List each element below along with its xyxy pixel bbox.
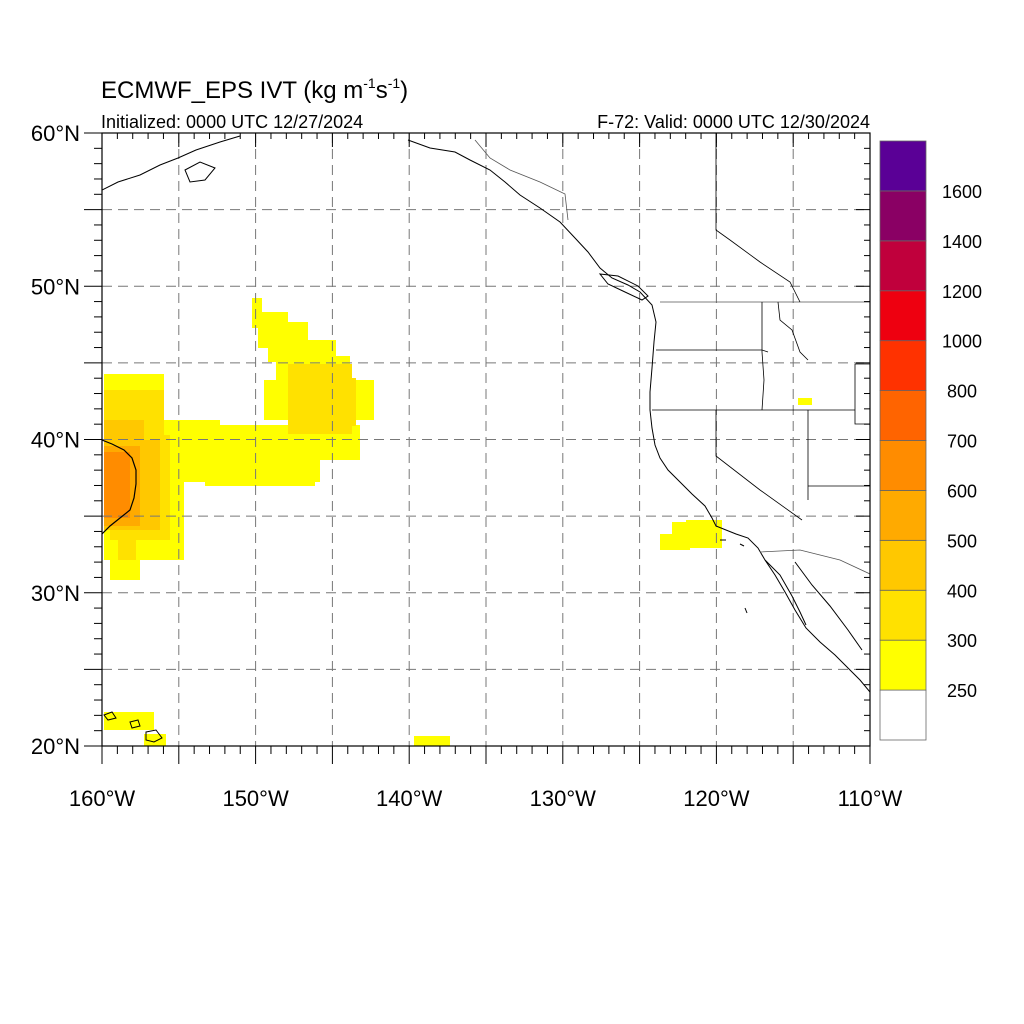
valid-time-label: F-72: Valid: 0000 UTC 12/30/2024 [597,112,870,132]
colorbar-label: 700 [947,432,977,452]
ivt-cell [118,540,136,560]
axis-labels: 160°W 150°W 140°W 130°W 120°W 110°W 20°N 30°N 40… [31,121,903,811]
colorbar-label: 1200 [942,282,982,302]
colorbar-swatch [879,290,927,342]
colorbar-label: 300 [947,631,977,651]
lat-label: 30°N [31,581,80,606]
ivt-cell [252,298,262,328]
coastline-channel-islands [720,539,745,547]
coastline-alaska [102,135,241,191]
colorbar-label: 1600 [942,182,982,202]
ivt-cell [414,736,450,746]
coastline-guadalupe [744,607,748,614]
colorbar-swatch [879,689,927,741]
colorbar-label: 800 [947,382,977,402]
colorbar-swatch [879,539,927,591]
lon-label: 140°W [376,786,443,811]
ivt-cell [798,398,812,405]
coastline-hawaii-oahu [103,711,117,721]
gridlines [102,133,870,746]
lon-label: 120°W [683,786,750,811]
lat-label: 40°N [31,428,80,453]
colorbar-label: 400 [947,581,977,601]
map-panel [102,133,870,746]
coastline-north-america [407,139,870,693]
colorbar-swatch [879,589,927,641]
ivt-cell [144,734,166,746]
colorbar-swatch [879,440,927,491]
lon-label: 110°W [838,786,903,811]
colorbar-swatch [879,340,927,391]
lat-label: 50°N [31,274,80,299]
axis-ticks [84,132,871,764]
lon-label: 150°W [222,786,289,811]
border-montana-idaho [777,301,809,361]
border-california-nevada [715,410,803,521]
colorbar-swatch [879,140,927,192]
colorbar-label: 1000 [942,332,982,352]
init-time-label: Initialized: 0000 UTC 12/27/2024 [101,112,363,132]
coastline-baja [764,559,863,651]
colorbar-label: 1400 [942,232,982,252]
coastline-vancouver-island [598,273,649,301]
colorbar-swatch [879,639,927,691]
lat-label: 20°N [31,734,80,759]
border-alaska-canada [474,139,569,221]
lon-label: 160°W [69,786,136,811]
border-idaho-west [761,302,765,411]
coastlines [102,135,870,743]
ivt-cell [104,420,144,440]
ivt-cell [104,712,154,730]
border-bc-alberta [715,133,801,303]
map-title: ECMWF_EPS IVT (kg m-1s-1) [101,75,408,104]
colorbar-swatch [879,240,927,292]
border-washington-oregon [656,349,769,353]
colorbar-label: 500 [947,531,977,551]
ivt-contour-600 [102,439,137,535]
colorbar: 250 300 400 500 600 700 800 1000 1200 1400 1600 [879,140,982,741]
lon-label: 130°W [530,786,597,811]
coastline-kodiak [184,161,216,183]
coastline-hawaii-maui [129,719,141,729]
colorbar-swatch [879,390,927,441]
ivt-shading-layer [104,298,812,746]
coastline-hawaii-big-island [145,729,163,743]
ivt-cell [300,378,356,426]
colorbar-label: 250 [947,681,977,701]
ivt-cell [104,452,130,518]
border-us-mexico [759,549,870,575]
lat-label: 60°N [31,121,80,146]
ivt-cell [205,470,315,486]
colorbar-swatch [879,190,927,242]
colorbar-swatch [879,490,927,541]
political-borders [474,133,870,575]
colorbar-label: 600 [947,481,977,501]
